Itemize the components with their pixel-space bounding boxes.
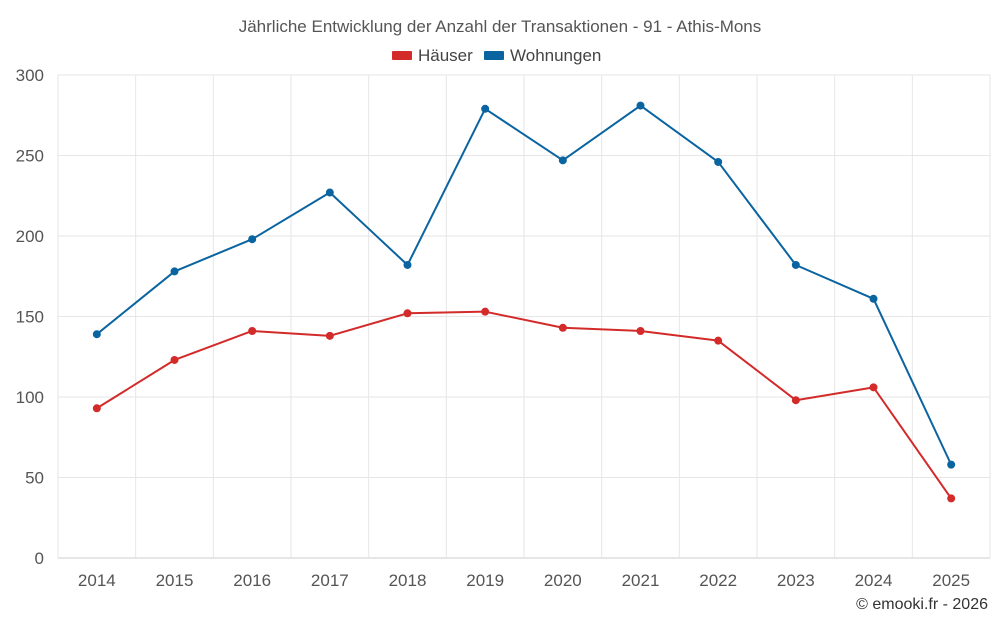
- data-point[interactable]: [403, 309, 412, 318]
- series-line-0: [96, 310, 952, 500]
- legend: Häuser Wohnungen: [392, 46, 601, 65]
- x-tick-label: 2024: [855, 571, 893, 590]
- data-point[interactable]: [558, 323, 567, 332]
- data-point[interactable]: [947, 460, 956, 469]
- y-tick-label: 200: [16, 227, 44, 246]
- y-axis: 0 50 100 150 200 250 300: [16, 66, 44, 568]
- series-line-1: [96, 104, 953, 466]
- x-tick-label: 2021: [622, 571, 660, 590]
- data-point[interactable]: [170, 267, 179, 276]
- x-tick-label: 2015: [156, 571, 194, 590]
- y-tick-label: 50: [25, 469, 44, 488]
- series-group: [92, 101, 956, 503]
- y-tick-label: 300: [16, 66, 44, 85]
- data-point[interactable]: [791, 396, 800, 405]
- data-point[interactable]: [636, 326, 645, 335]
- legend-label[interactable]: Häuser: [418, 46, 473, 65]
- data-point[interactable]: [481, 104, 490, 113]
- y-tick-label: 250: [16, 147, 44, 166]
- data-point[interactable]: [947, 494, 956, 503]
- data-point[interactable]: [714, 157, 723, 166]
- data-point[interactable]: [558, 156, 567, 165]
- data-point[interactable]: [248, 235, 257, 244]
- data-point[interactable]: [248, 326, 257, 335]
- y-tick-label: 150: [16, 308, 44, 327]
- data-point[interactable]: [325, 331, 334, 340]
- x-tick-label: 2025: [932, 571, 970, 590]
- x-tick-label: 2018: [389, 571, 427, 590]
- data-point[interactable]: [92, 330, 101, 339]
- data-point[interactable]: [869, 383, 878, 392]
- grid: [57, 74, 991, 559]
- x-tick-label: 2014: [78, 571, 116, 590]
- x-tick-label: 2020: [544, 571, 582, 590]
- y-tick-label: 0: [35, 549, 44, 568]
- x-tick-label: 2016: [233, 571, 271, 590]
- x-axis: 2014 2015 2016 2017 2018 2019 2020 2021 2022 2023…: [78, 571, 970, 590]
- data-point[interactable]: [636, 101, 645, 110]
- x-tick-label: 2017: [311, 571, 349, 590]
- x-tick-label: 2019: [466, 571, 504, 590]
- y-tick-label: 100: [16, 388, 44, 407]
- data-point[interactable]: [325, 188, 334, 197]
- legend-swatch: [392, 51, 412, 60]
- chart-title: Jährliche Entwicklung der Anzahl der Tra…: [239, 17, 762, 36]
- legend-label[interactable]: Wohnungen: [510, 46, 601, 65]
- x-tick-label: 2023: [777, 571, 815, 590]
- data-point[interactable]: [714, 336, 723, 345]
- x-tick-label: 2022: [699, 571, 737, 590]
- data-point[interactable]: [170, 355, 179, 364]
- data-point[interactable]: [791, 260, 800, 269]
- data-point[interactable]: [403, 260, 412, 269]
- data-point[interactable]: [869, 294, 878, 303]
- legend-swatch: [484, 51, 504, 60]
- credit-text: © emooki.fr - 2026: [856, 596, 988, 613]
- data-point[interactable]: [481, 307, 490, 316]
- data-point[interactable]: [92, 404, 101, 413]
